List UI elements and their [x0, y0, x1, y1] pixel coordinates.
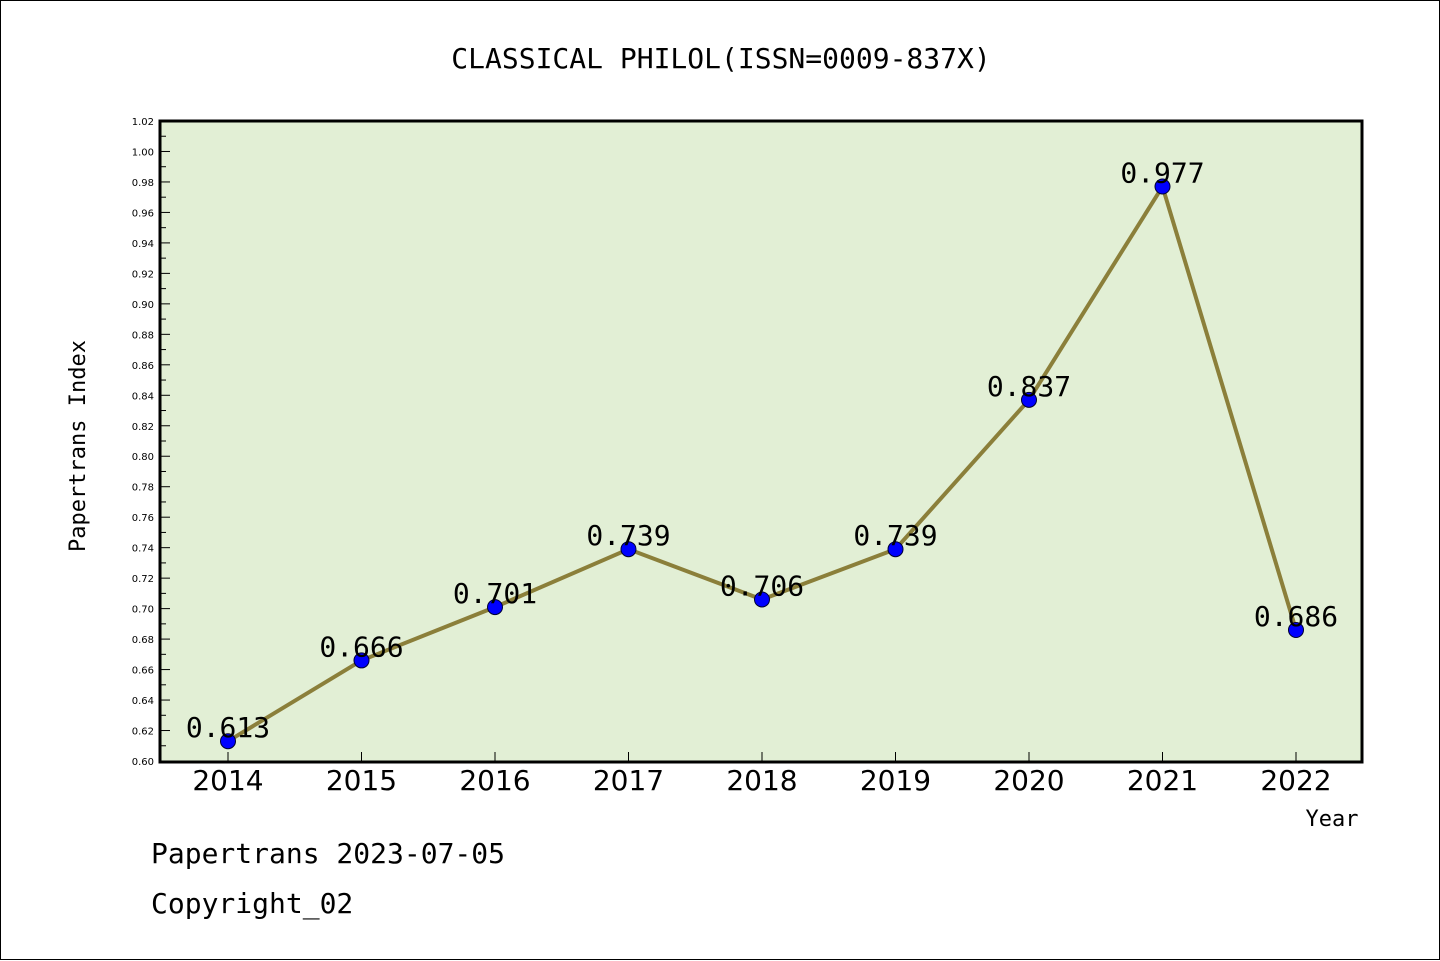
y-tick-label: 0.88 [132, 330, 154, 341]
x-tick-label: 2022 [1260, 764, 1331, 797]
data-label: 0.686 [1254, 600, 1338, 633]
y-tick-label: 0.74 [132, 544, 154, 555]
data-point [1154, 178, 1171, 195]
data-label: 0.739 [586, 519, 670, 552]
y-tick-label: 0.72 [132, 574, 154, 585]
data-point [1021, 391, 1037, 408]
x-tick-label: 2018 [726, 764, 797, 797]
x-tick-label: 2015 [326, 764, 397, 797]
y-tick-label: 0.80 [132, 452, 154, 463]
y-tick-label: 0.94 [132, 239, 154, 250]
y-tick-label: 0.64 [132, 696, 154, 707]
data-point [887, 541, 904, 558]
x-tick-label: 2020 [993, 764, 1064, 797]
x-tick-label: 2014 [192, 764, 263, 797]
y-tick-label: 0.78 [132, 483, 154, 494]
x-tick-label: 2016 [459, 764, 530, 797]
data-point [220, 733, 236, 750]
y-tick-label: 0.60 [132, 757, 154, 768]
x-axis-ticks: 2014 2015 2016 2017 2018 2019 2020 2021 2022 [192, 752, 1332, 797]
x-tick-label: 2017 [593, 764, 664, 797]
data-label: 0.739 [853, 519, 937, 552]
data-label: 0.701 [453, 577, 537, 610]
y-tick-label: 0.92 [132, 269, 154, 280]
footer-date: Papertrans 2023-07-05 [151, 837, 506, 870]
data-labels: 0.613 0.666 0.701 0.739 0.706 0.739 0.837 0.977… [186, 157, 1338, 745]
footer-copyright: Copyright_02 [151, 887, 354, 920]
data-point [353, 652, 370, 669]
y-tick-label: 0.76 [132, 513, 154, 524]
y-tick-label: 0.86 [132, 361, 154, 372]
y-tick-label: 0.90 [132, 300, 154, 311]
y-tick-label: 0.62 [132, 727, 154, 738]
chart-title: CLASSICAL PHILOL(ISSN=0009-837X) [451, 42, 990, 75]
y-axis-label: Papertrans Index [66, 340, 91, 552]
data-point [754, 591, 770, 608]
y-tick-label: 0.98 [132, 178, 154, 189]
y-tick-label: 0.84 [132, 391, 154, 402]
y-axis-ticks: 0.60 0.62 0.64 0.66 0.68 0.70 0.72 0.74 0.76 0.78… [132, 117, 170, 768]
data-point [620, 541, 637, 558]
y-tick-label: 0.82 [132, 422, 154, 433]
x-tick-label: 2021 [1127, 764, 1198, 797]
x-axis-label: Year [1306, 807, 1359, 832]
y-tick-label: 0.68 [132, 635, 154, 646]
data-label: 0.666 [319, 630, 403, 663]
y-tick-label: 1.02 [132, 117, 154, 128]
data-label: 0.613 [186, 711, 270, 744]
data-label: 0.837 [987, 370, 1071, 403]
data-point [1288, 621, 1304, 638]
data-label: 0.977 [1120, 157, 1204, 190]
y-tick-label: 0.70 [132, 605, 154, 616]
plot-area [158, 119, 1364, 764]
y-tick-label: 0.66 [132, 666, 154, 677]
data-markers [220, 178, 1304, 750]
data-label: 0.706 [720, 569, 804, 602]
y-tick-label: 0.96 [132, 208, 154, 219]
y-tick-label: 1.00 [132, 147, 154, 158]
data-point [487, 599, 503, 616]
x-tick-label: 2019 [860, 764, 931, 797]
